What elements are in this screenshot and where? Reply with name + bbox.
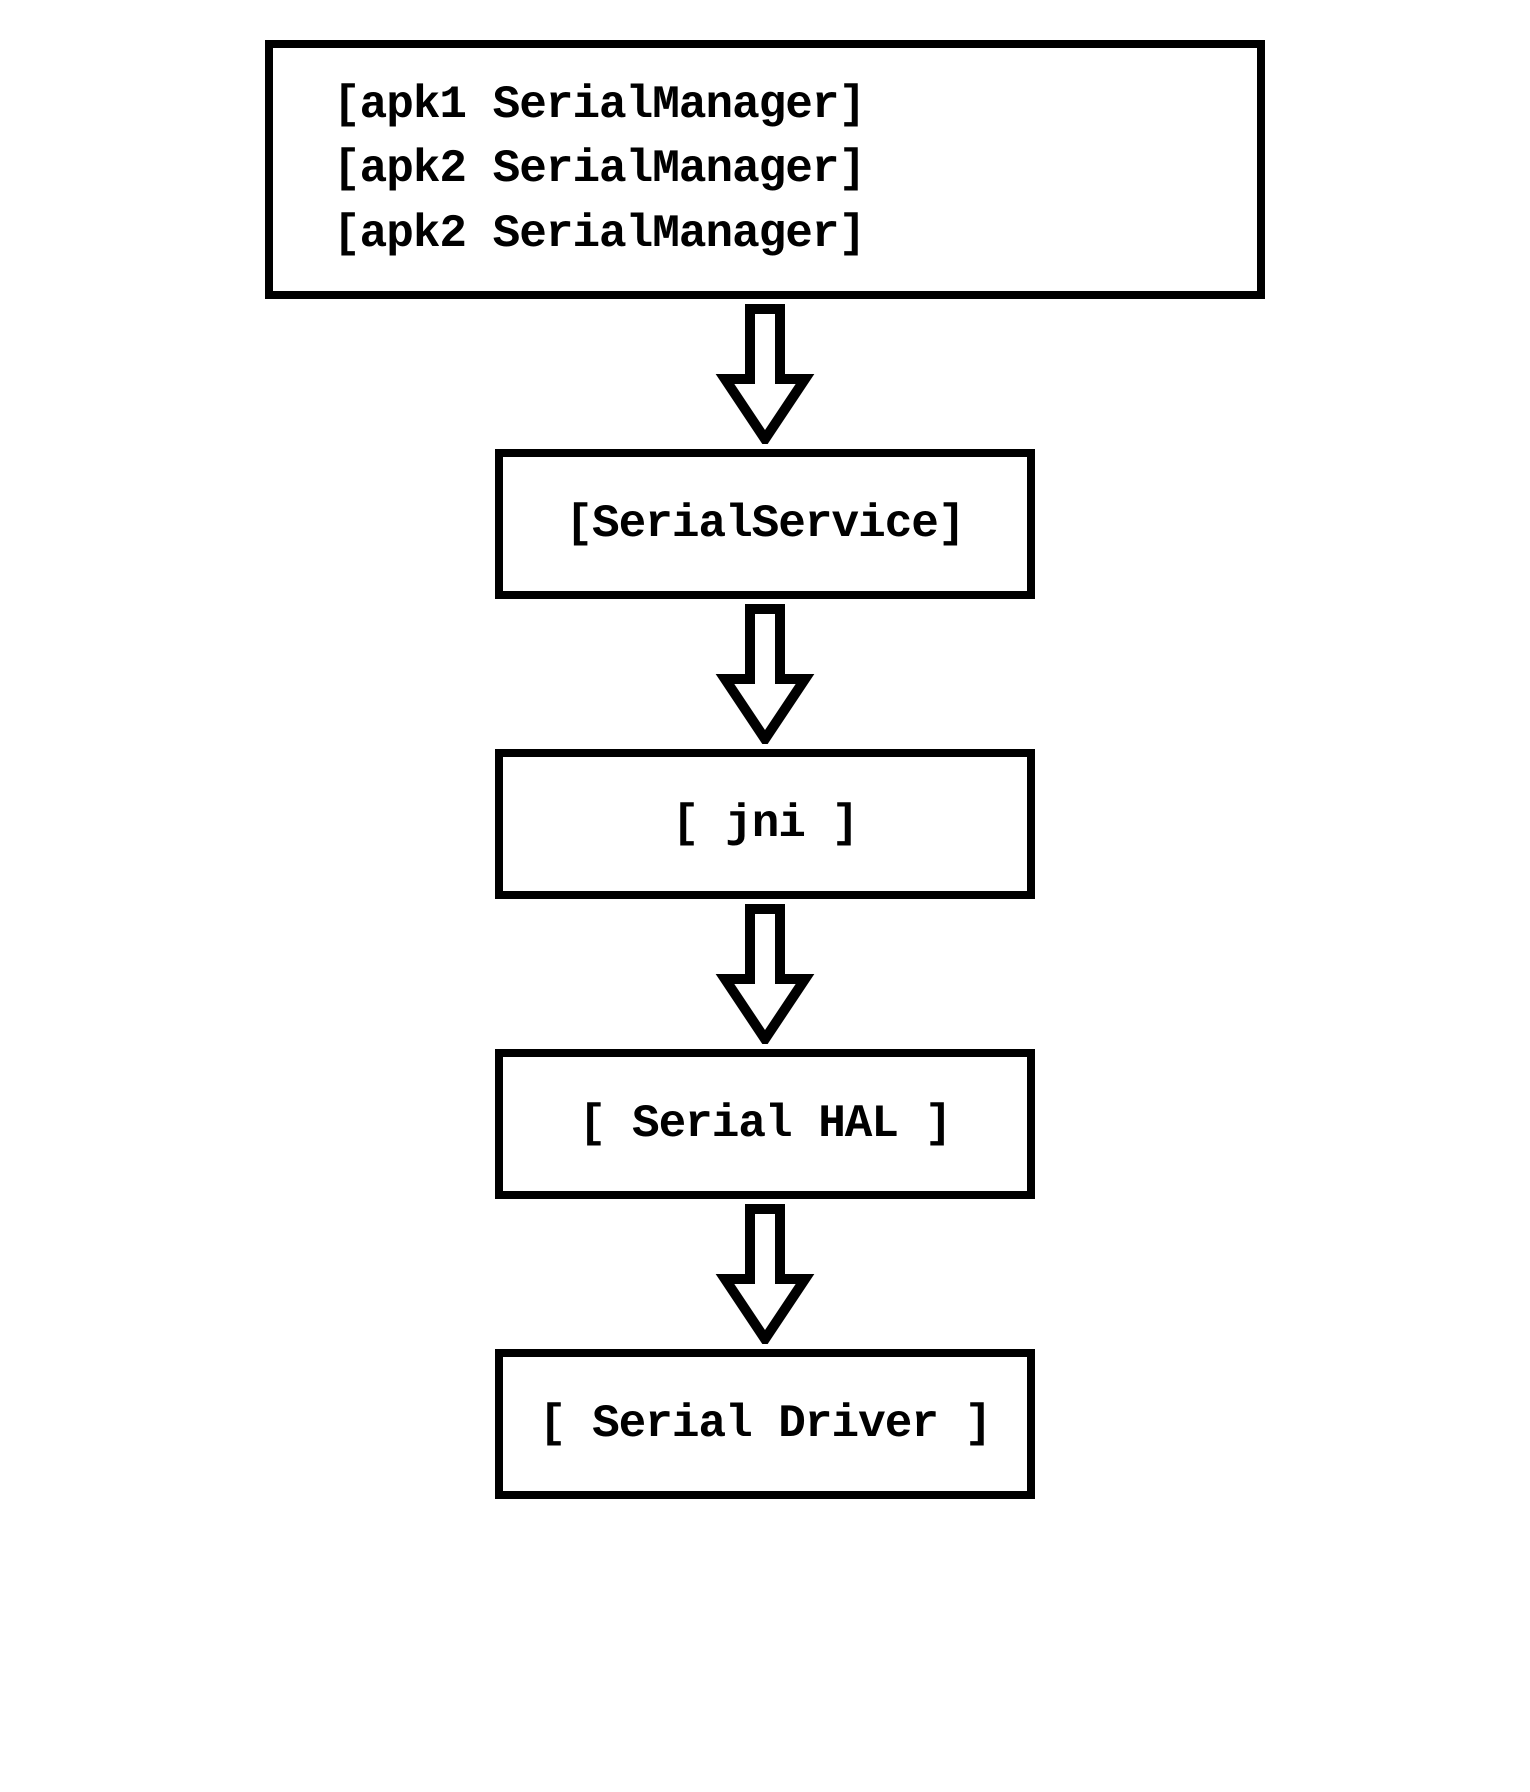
flowchart-diagram: [apk1 SerialManager] [apk2 SerialManager… [265,40,1265,1499]
down-arrow-icon [715,904,815,1044]
node-serial-driver: [ Serial Driver ] [495,1349,1035,1499]
arrow-1 [715,304,815,444]
apk-line-1: [apk1 SerialManager] [333,73,865,137]
serial-hal-label: [ Serial HAL ] [579,1098,951,1150]
down-arrow-icon [715,304,815,444]
down-arrow-icon [715,1204,815,1344]
serial-service-label: [SerialService] [565,498,964,550]
node-serial-hal: [ Serial HAL ] [495,1049,1035,1199]
node-jni: [ jni ] [495,749,1035,899]
arrow-4 [715,1204,815,1344]
apk-line-3: [apk2 SerialManager] [333,202,865,266]
jni-label: [ jni ] [672,798,858,850]
arrow-2 [715,604,815,744]
node-apk-managers: [apk1 SerialManager] [apk2 SerialManager… [265,40,1265,299]
arrow-3 [715,904,815,1044]
node-serial-service: [SerialService] [495,449,1035,599]
down-arrow-icon [715,604,815,744]
serial-driver-label: [ Serial Driver ] [539,1398,991,1450]
apk-line-2: [apk2 SerialManager] [333,137,865,201]
